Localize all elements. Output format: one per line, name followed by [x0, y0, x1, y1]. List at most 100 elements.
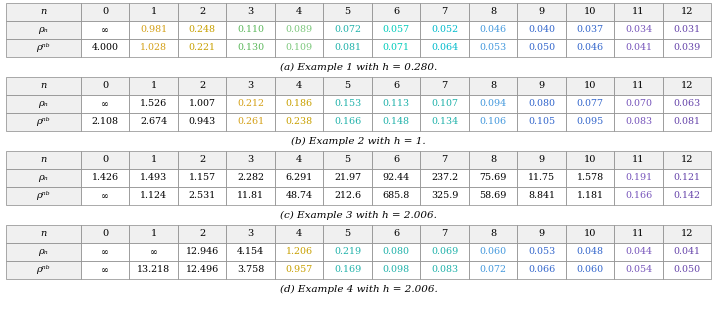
Text: 1.007: 1.007 [189, 100, 216, 109]
Bar [129, 169, 178, 187]
Bar [275, 243, 323, 261]
Text: 0.130: 0.130 [237, 44, 264, 53]
Text: 4: 4 [296, 81, 303, 91]
Text: 0.943: 0.943 [189, 118, 216, 127]
Bar [517, 261, 566, 279]
Text: 0.169: 0.169 [334, 266, 361, 275]
Bar [614, 169, 663, 187]
Text: 12: 12 [680, 7, 693, 16]
Bar [275, 169, 323, 187]
Bar [372, 261, 420, 279]
Bar [178, 261, 227, 279]
Text: ∞: ∞ [101, 26, 109, 35]
Text: 0.083: 0.083 [625, 118, 652, 127]
Text: 0.191: 0.191 [625, 174, 652, 183]
Text: 12: 12 [680, 230, 693, 239]
Text: ρⁿᵇ: ρⁿᵇ [37, 118, 50, 127]
Bar [663, 77, 711, 95]
Bar [566, 169, 614, 187]
Text: 0.121: 0.121 [673, 174, 701, 183]
Bar [81, 77, 129, 95]
Text: 0.070: 0.070 [625, 100, 652, 109]
Text: 0.063: 0.063 [673, 100, 701, 109]
Bar [227, 3, 275, 21]
Text: 2: 2 [199, 230, 205, 239]
Bar [614, 243, 663, 261]
Text: 4.000: 4.000 [92, 44, 118, 53]
Bar [275, 187, 323, 205]
Bar [227, 261, 275, 279]
Text: 0.089: 0.089 [285, 26, 313, 35]
Text: ρⁿᵇ: ρⁿᵇ [37, 192, 50, 201]
Text: 4: 4 [296, 7, 303, 16]
Bar [81, 3, 129, 21]
Bar [663, 151, 711, 169]
Bar [372, 95, 420, 113]
Bar [663, 95, 711, 113]
Bar [178, 243, 227, 261]
Text: 0.261: 0.261 [237, 118, 264, 127]
Text: ∞: ∞ [101, 100, 109, 109]
Text: ∞: ∞ [150, 248, 158, 257]
Text: 0.060: 0.060 [576, 266, 604, 275]
Bar [469, 3, 517, 21]
Bar [614, 3, 663, 21]
Text: 2.108: 2.108 [92, 118, 118, 127]
Bar [372, 151, 420, 169]
Bar [469, 21, 517, 39]
Text: 9: 9 [538, 81, 545, 91]
Bar [663, 243, 711, 261]
Bar [517, 77, 566, 95]
Bar [372, 187, 420, 205]
Text: 0.066: 0.066 [528, 266, 555, 275]
Text: 10: 10 [584, 7, 597, 16]
Text: 0.110: 0.110 [237, 26, 264, 35]
Bar [81, 151, 129, 169]
Bar [614, 187, 663, 205]
Text: 2: 2 [199, 7, 205, 16]
Bar [6, 243, 81, 261]
Bar [227, 21, 275, 39]
Text: 75.69: 75.69 [480, 174, 507, 183]
Text: 0.053: 0.053 [528, 248, 555, 257]
Text: 3: 3 [247, 7, 254, 16]
Text: 48.74: 48.74 [285, 192, 313, 201]
Text: 3: 3 [247, 230, 254, 239]
Text: 8.841: 8.841 [528, 192, 555, 201]
Bar [469, 77, 517, 95]
Bar [420, 225, 469, 243]
Text: 325.9: 325.9 [431, 192, 458, 201]
Text: 0.080: 0.080 [383, 248, 409, 257]
Text: 0.050: 0.050 [528, 44, 555, 53]
Text: 0.077: 0.077 [576, 100, 604, 109]
Text: 3.758: 3.758 [237, 266, 265, 275]
Bar [663, 261, 711, 279]
Text: 12.496: 12.496 [186, 266, 219, 275]
Text: 0.186: 0.186 [285, 100, 313, 109]
Bar [323, 187, 372, 205]
Bar [469, 225, 517, 243]
Text: 1: 1 [151, 7, 157, 16]
Text: 0.981: 0.981 [140, 26, 167, 35]
Text: n: n [40, 81, 47, 91]
Text: 0.212: 0.212 [237, 100, 264, 109]
Text: 9: 9 [538, 156, 545, 165]
Text: 10: 10 [584, 156, 597, 165]
Text: 0.166: 0.166 [625, 192, 652, 201]
Text: 1.157: 1.157 [189, 174, 216, 183]
Bar [469, 261, 517, 279]
Bar [275, 39, 323, 57]
Bar [372, 113, 420, 131]
Text: 0.069: 0.069 [431, 248, 458, 257]
Bar [178, 77, 227, 95]
Text: 7: 7 [442, 81, 447, 91]
Bar [275, 95, 323, 113]
Bar [227, 187, 275, 205]
Text: 12: 12 [680, 156, 693, 165]
Text: 11.75: 11.75 [528, 174, 555, 183]
Text: (b) Example 2 with h = 1.: (b) Example 2 with h = 1. [291, 137, 426, 146]
Text: 12: 12 [680, 81, 693, 91]
Text: 1.124: 1.124 [140, 192, 167, 201]
Text: 0.113: 0.113 [382, 100, 409, 109]
Bar [469, 243, 517, 261]
